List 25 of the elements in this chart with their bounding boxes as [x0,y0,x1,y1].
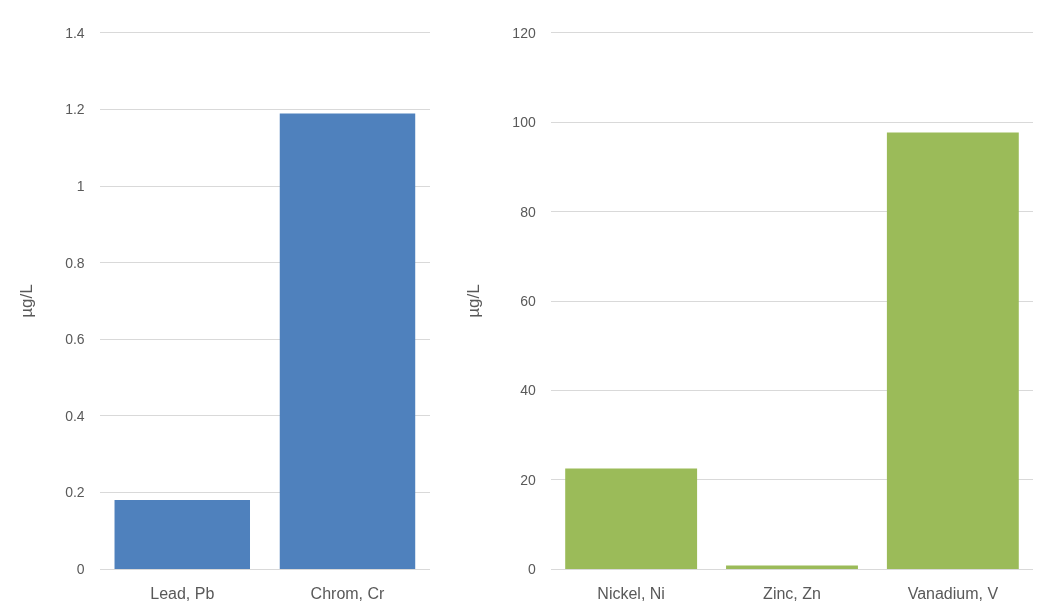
y-tick-label: 0.6 [65,331,85,348]
y-tick-label: 80 [520,203,536,220]
y-tick-label: 40 [520,382,536,399]
x-tick-label: Zinc, Zn [763,585,821,603]
y-tick-label: 20 [520,471,536,488]
y-tick-label: 1.4 [65,24,85,41]
x-tick-label: Vanadium, V [907,585,999,603]
x-tick-label: Chrom, Cr [310,585,386,603]
y-tick-label: 100 [512,114,536,131]
y-tick-label: 0.4 [65,407,85,424]
y-tick-label: 0 [527,560,536,577]
bar [726,565,858,569]
y-tick-label: 60 [520,292,536,309]
y-tick-label: 1.2 [65,101,85,118]
y-tick-label: 120 [512,24,536,41]
x-tick-label: Lead, Pb [150,585,215,603]
x-tick-label: Nickel, Ni [597,585,665,603]
y-axis-title: µg/L [16,284,36,318]
y-tick-label: 0.8 [65,254,85,271]
y-tick-label: 0 [76,560,85,577]
bar [886,132,1019,569]
y-tick-label: 0.2 [65,484,85,501]
bar [565,468,698,569]
y-axis-title: µg/L [463,284,483,318]
y-tick-label: 1 [76,178,85,195]
